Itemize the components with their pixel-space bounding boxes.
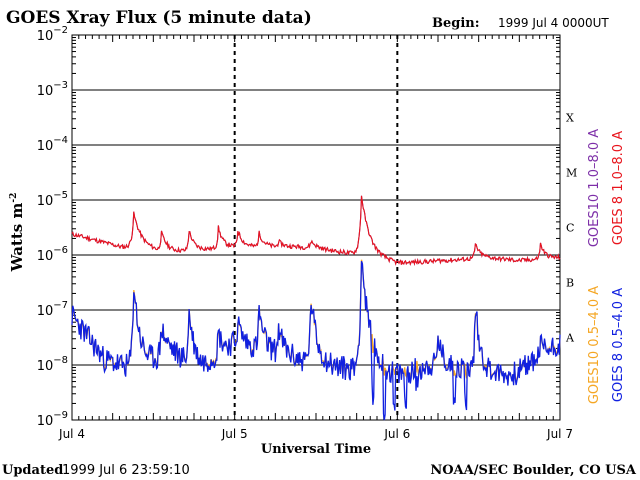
- footer-credit: NOAA/SEC Boulder, CO USA: [430, 463, 637, 478]
- y-tick-label: 10−5: [37, 190, 68, 209]
- flare-class-labels: A B C M X: [565, 112, 577, 345]
- legend-entry: GOES 8 0.5–4.0 A: [611, 288, 626, 402]
- x-tick-label: Jul 5: [221, 427, 248, 441]
- footer-updated-value: 1999 Jul 6 23:59:10: [62, 463, 190, 478]
- plot-area: [71, 34, 561, 421]
- begin-value: 1999 Jul 4 0000UT: [498, 16, 609, 30]
- legend-entry: GOES 8 1.0–8.0 A: [611, 131, 626, 245]
- series-line-goes-8-1-0-8-0-a: [71, 195, 561, 266]
- x-axis-label: Universal Time: [261, 442, 371, 457]
- begin-label: Begin:: [432, 16, 480, 31]
- class-label: M: [566, 167, 577, 180]
- chart-title: GOES Xray Flux (5 minute data): [6, 8, 312, 28]
- y-tick-label: 10−9: [37, 410, 68, 429]
- y-tick-label: 10−8: [37, 355, 68, 374]
- y-tick-label: 10−4: [37, 135, 68, 154]
- x-tick-label: Jul 4: [58, 427, 85, 441]
- footer-updated-label: Updated: [2, 463, 63, 478]
- y-tick-label: 10−3: [37, 80, 68, 99]
- class-label: A: [565, 332, 575, 345]
- legend-entry: GOES10 0.5–4.0 A: [587, 286, 602, 404]
- y-axis: 10−9 10−8 10−7 10−6 10−5 10−4 10−3 10−2: [37, 25, 560, 429]
- y-tick-label: 10−6: [37, 245, 68, 264]
- y-axis-label: Watts m-2: [8, 193, 26, 273]
- y-tick-label: 10−7: [37, 300, 68, 319]
- class-label: B: [566, 277, 574, 290]
- x-tick-label: Jul 6: [383, 427, 410, 441]
- series-layer: [71, 195, 561, 421]
- series-line-goes10-1-0-8-0-a: [71, 195, 561, 266]
- legend: GOES10 1.0–8.0 A GOES 8 1.0–8.0 A GOES10 0…: [587, 129, 626, 404]
- y-tick-label: 10−2: [37, 25, 68, 44]
- plot-frame: [71, 34, 561, 421]
- class-label: X: [566, 112, 574, 125]
- x-axis: Jul 4 Jul 5 Jul 6 Jul 7: [58, 35, 573, 441]
- legend-entry: GOES10 1.0–8.0 A: [587, 129, 602, 247]
- series-line-goes-8-0-5-4-0-a: [71, 260, 561, 421]
- x-tick-label: Jul 7: [546, 427, 573, 441]
- class-label: C: [566, 222, 574, 235]
